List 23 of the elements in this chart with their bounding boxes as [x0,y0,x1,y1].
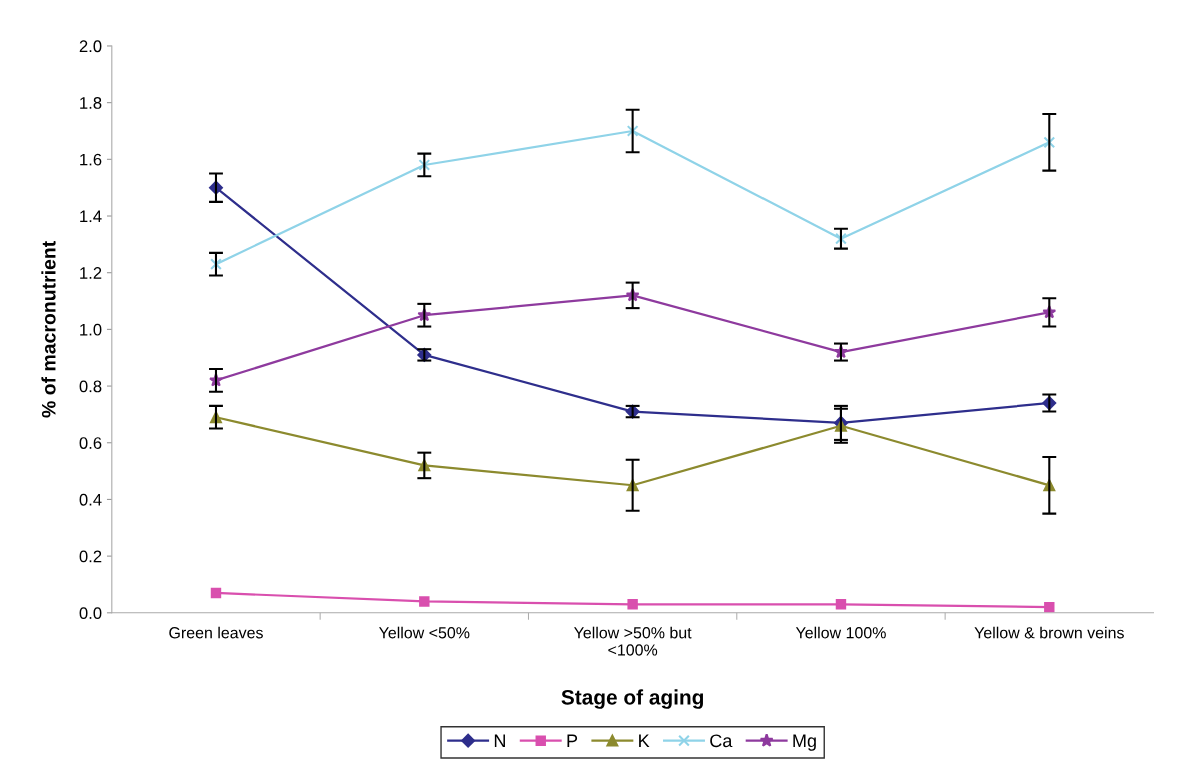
y-tick-label: 1.2 [80,267,102,279]
legend-label: Mg [793,734,816,751]
y-tick-label: 0.0 [79,607,102,619]
legend-label: K [639,734,650,747]
x-tick-label: Yellow <50% [379,626,470,639]
legend-label: Ca [710,734,733,748]
x-tick-label: Yellow & brown veins [974,626,1124,639]
legend-label: P [567,734,578,747]
y-tick-label: 1.0 [80,323,102,336]
x-tick-label: Green leaves [169,626,263,639]
x-tick-label: Yellow >50% but <100% [574,626,692,656]
legend-label: N [494,734,505,747]
y-tick-label: 2.0 [79,40,102,53]
y-tick-label: 0.6 [79,437,102,449]
y-tick-label: 1.8 [80,97,102,109]
y-tick-label: 1.4 [80,210,102,223]
x-axis-title: Stage of aging [561,689,704,709]
y-tick-label: 0.4 [79,493,102,506]
y-tick-label: 0.2 [79,550,102,563]
x-tick-label: Yellow 100% [795,626,886,639]
y-axis-title: % of macronutrient [41,241,56,418]
y-tick-label: 0.8 [79,380,102,393]
y-tick-label: 1.6 [80,153,102,166]
